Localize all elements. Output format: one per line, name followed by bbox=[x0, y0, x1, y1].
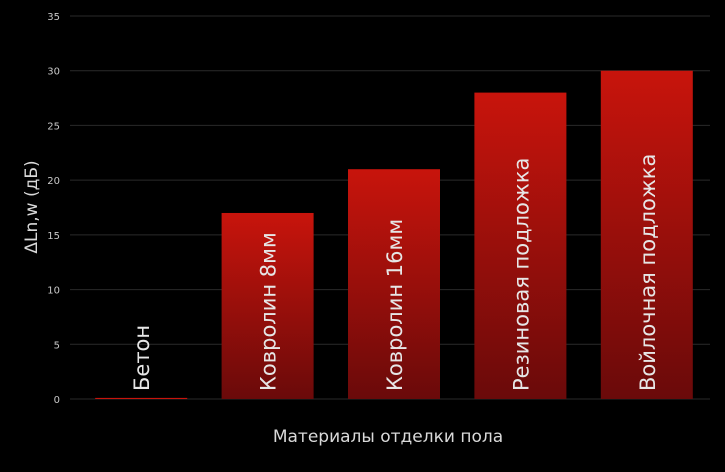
y-axis-ticks: 0 5 10 15 20 25 30 35 bbox=[47, 12, 60, 406]
bar-label: Ковролин 16мм bbox=[383, 219, 407, 391]
bar bbox=[348, 169, 440, 399]
y-tick-label: 35 bbox=[47, 12, 60, 23]
bar bbox=[221, 212, 314, 399]
bars bbox=[95, 70, 693, 399]
bar-labels: Бетон Ковролин 8мм Ковролин 16мм Резиновая … bbox=[130, 154, 660, 391]
y-tick-label: 20 bbox=[47, 176, 60, 187]
bar-label: Войлочная подложка bbox=[636, 154, 660, 391]
y-tick-label: 5 bbox=[54, 340, 60, 351]
y-tick-label: 25 bbox=[47, 121, 60, 132]
bar bbox=[474, 92, 567, 399]
y-axis-label: ΔLn,w (дБ) bbox=[22, 160, 42, 253]
x-axis-label: Материалы отделки пола bbox=[273, 427, 503, 447]
bar-label: Бетон bbox=[130, 325, 154, 391]
bar-label: Ковролин 8мм bbox=[257, 232, 281, 391]
y-tick-label: 15 bbox=[47, 231, 60, 242]
bar bbox=[600, 70, 693, 399]
y-tick-label: 30 bbox=[47, 67, 60, 78]
y-tick-label: 0 bbox=[54, 395, 60, 406]
y-tick-label: 10 bbox=[47, 286, 60, 297]
bar bbox=[95, 397, 188, 399]
bar-label: Резиновая подложка bbox=[509, 158, 533, 391]
